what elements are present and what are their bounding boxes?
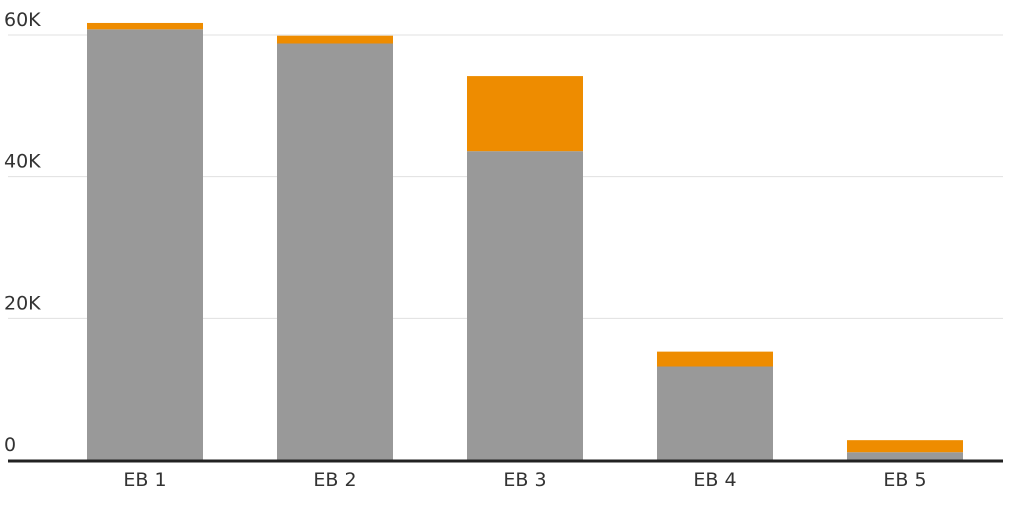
y-axis-tick-labels: 0 20K 40K 60K <box>4 9 41 456</box>
x-category-label: EB 3 <box>503 469 546 491</box>
y-tick-label: 40K <box>4 151 41 173</box>
y-tick-label: 60K <box>4 9 41 31</box>
x-axis-category-labels: EB 1 EB 2 EB 3 EB 4 EB 5 <box>123 469 926 491</box>
bar-segment <box>657 351 773 367</box>
bars <box>87 22 963 460</box>
y-tick-label: 0 <box>4 434 16 456</box>
x-category-label: EB 5 <box>883 469 926 491</box>
bar-segment <box>277 43 393 460</box>
bar-segment <box>467 151 583 460</box>
x-category-label: EB 4 <box>693 469 736 491</box>
bar-segment <box>847 440 963 453</box>
bar-segment <box>87 29 203 460</box>
x-category-label: EB 2 <box>313 469 356 491</box>
y-tick-label: 20K <box>4 292 41 314</box>
bar-segment <box>657 366 773 460</box>
bar-segment <box>277 35 393 44</box>
bar-segment <box>87 22 203 30</box>
bar-segment <box>847 452 963 460</box>
bar-segment <box>467 76 583 152</box>
x-category-label: EB 1 <box>123 469 166 491</box>
